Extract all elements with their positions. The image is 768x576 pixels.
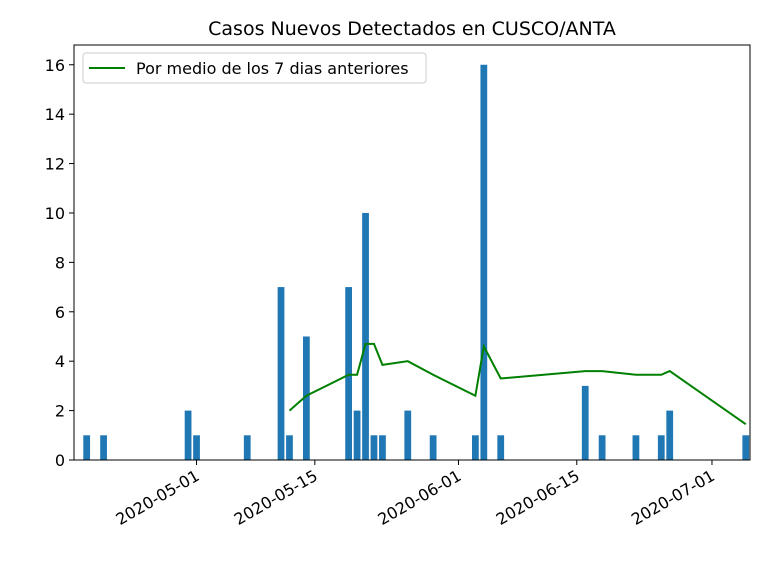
bar [353,410,361,460]
bar [404,410,412,460]
bar [243,435,251,460]
legend-label: Por medio de los 7 dias anteriores [136,59,409,78]
x-tick-label: 2020-06-01 [374,466,464,529]
y-axis: 0 2 4 6 8 10 12 14 16 [45,56,74,470]
series-line [288,342,747,425]
y-tick-label: 0 [55,451,65,470]
y-tick-label: 6 [55,303,65,322]
bar [429,435,437,460]
bar [193,435,200,460]
x-tick-label: 2020-05-15 [231,466,321,529]
bar [277,287,285,460]
bar [302,336,310,460]
legend: Por medio de los 7 dias anteriores [82,52,427,84]
bar [83,435,91,460]
bar [370,435,378,460]
y-tick-label: 10 [45,204,65,223]
bar [581,385,589,460]
y-tick-label: 16 [45,56,65,75]
bar [471,435,479,460]
plot-frame [73,44,751,461]
line-layer [288,342,747,425]
y-tick-label: 2 [55,402,65,421]
bar [379,435,386,460]
bar [362,212,369,460]
chart-title: Casos Nuevos Detectados en CUSCO/ANTA [208,18,616,40]
bar [286,435,293,460]
y-tick-label: 4 [55,352,65,371]
bar [345,287,353,460]
bar [480,64,488,460]
x-tick-label: 2020-06-15 [493,466,583,529]
y-tick-label: 12 [45,155,65,174]
y-tick-label: 14 [45,105,65,124]
x-tick-label: 2020-05-01 [112,466,202,529]
legend-box [82,52,427,84]
bar [657,435,665,460]
bar [100,435,107,460]
bar [742,435,750,460]
bar [598,435,606,460]
y-tick-label: 8 [55,253,65,272]
bar [184,410,192,460]
bar [632,435,640,460]
bar [497,435,505,460]
x-axis: 2020-05-01 2020-05-15 2020-06-01 2020-06-15… [112,460,718,529]
bars-layer [83,64,750,460]
bar [666,410,674,460]
x-tick-label: 2020-07-01 [628,466,718,529]
